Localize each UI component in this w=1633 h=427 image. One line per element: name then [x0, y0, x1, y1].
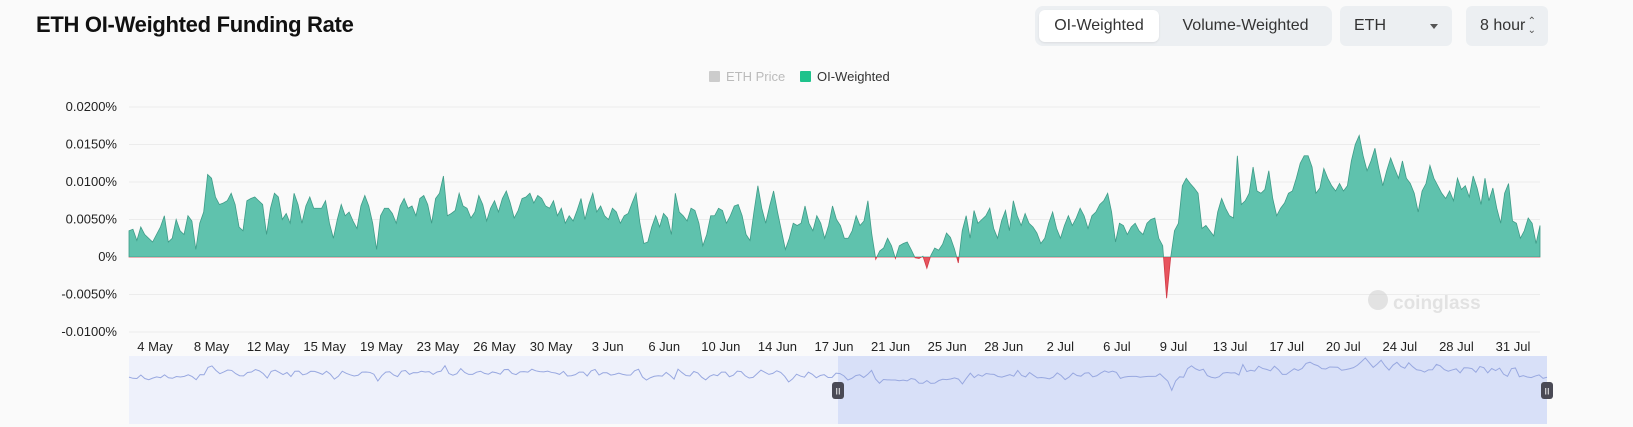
x-tick-label: 17 Jun [814, 339, 853, 354]
funding-area [128, 134, 1541, 299]
x-tick-label: 20 Jul [1326, 339, 1361, 354]
x-tick-label: 28 Jun [984, 339, 1023, 354]
x-tick-label: 9 Jul [1160, 339, 1188, 354]
x-axis: 4 May 8 May 12 May 15 May 19 May 23 May 26 May… [137, 339, 1530, 354]
legend-eth-price[interactable]: ETH Price [726, 69, 785, 84]
watermark-text: coinglass [1393, 293, 1481, 314]
svg-text:II: II [1544, 387, 1549, 397]
page-title: ETH OI-Weighted Funding Rate [36, 12, 354, 37]
coinglass-watermark: coinglass [1368, 290, 1481, 314]
x-tick-label: 4 May [137, 339, 173, 354]
legend-oi-weighted[interactable]: OI-Weighted [817, 69, 890, 84]
x-tick-label: 14 Jun [758, 339, 797, 354]
x-tick-label: 23 May [417, 339, 460, 354]
x-tick-label: 6 Jul [1103, 339, 1131, 354]
symbol-select[interactable]: ETH [1340, 6, 1452, 46]
y-tick-label: -0.0050% [61, 287, 117, 302]
navigator-handle-right[interactable]: II [1541, 382, 1553, 399]
svg-text:II: II [835, 387, 840, 397]
y-tick-label: 0% [98, 249, 117, 264]
interval-select[interactable]: 8 hour ⌃ ⌄ [1466, 6, 1548, 46]
positive-area [128, 134, 1541, 257]
x-tick-label: 19 May [360, 339, 403, 354]
y-tick-label: 0.0200% [66, 99, 118, 114]
legend-swatch-oi-weighted [800, 71, 811, 82]
x-tick-label: 13 Jul [1213, 339, 1248, 354]
x-tick-label: 3 Jun [592, 339, 624, 354]
x-tick-label: 24 Jul [1382, 339, 1417, 354]
y-tick-label: 0.0100% [66, 174, 118, 189]
y-axis: 0.0200% 0.0150% 0.0100% 0.0050% 0% -0.0050% -0… [61, 99, 117, 339]
navigator-handle-left[interactable]: II [832, 382, 844, 399]
weighting-toggle: OI-Weighted Volume-Weighted [1035, 6, 1332, 46]
x-tick-label: 12 May [247, 339, 290, 354]
x-tick-label: 6 Jun [648, 339, 680, 354]
x-tick-label: 15 May [303, 339, 346, 354]
x-tick-label: 26 May [473, 339, 516, 354]
interval-value: 8 hour [1480, 17, 1526, 34]
x-tick-label: 30 May [530, 339, 573, 354]
legend-swatch-eth-price [709, 71, 720, 82]
x-tick-label: 17 Jul [1269, 339, 1304, 354]
chart-legend: ETH Price OI-Weighted [709, 69, 890, 84]
x-tick-label: 28 Jul [1439, 339, 1474, 354]
tab-volume-weighted[interactable]: Volume-Weighted [1182, 17, 1309, 34]
x-tick-label: 8 May [194, 339, 230, 354]
navigator-selection[interactable] [838, 356, 1547, 424]
chevron-down-icon [1430, 24, 1438, 29]
y-tick-label: 0.0050% [66, 212, 118, 227]
x-tick-label: 25 Jun [928, 339, 967, 354]
tab-oi-weighted[interactable]: OI-Weighted [1039, 10, 1159, 42]
up-down-arrows-icon: ⌃ ⌄ [1527, 16, 1536, 36]
y-tick-label: 0.0150% [66, 137, 118, 152]
range-navigator[interactable]: II II [128, 356, 1553, 424]
x-tick-label: 31 Jul [1496, 339, 1531, 354]
x-tick-label: 21 Jun [871, 339, 910, 354]
symbol-value: ETH [1354, 17, 1386, 34]
y-tick-label: -0.0100% [61, 324, 117, 339]
coinglass-logo-icon [1368, 290, 1388, 310]
x-tick-label: 10 Jun [701, 339, 740, 354]
x-tick-label: 2 Jul [1047, 339, 1075, 354]
navigator-series-line [128, 357, 1548, 392]
